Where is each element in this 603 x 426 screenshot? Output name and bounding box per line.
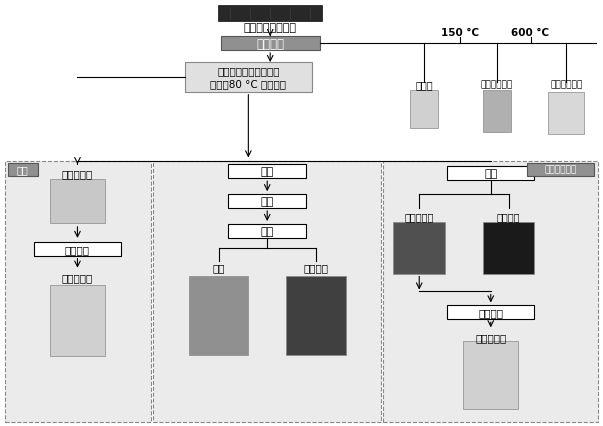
Bar bbox=[447, 306, 534, 320]
Bar bbox=[221, 37, 320, 51]
Bar bbox=[548, 92, 584, 134]
Text: 废旧钴酸锂电极片: 废旧钴酸锂电极片 bbox=[244, 23, 297, 33]
Text: 筛分: 筛分 bbox=[260, 226, 274, 236]
Bar bbox=[229, 195, 306, 209]
Text: 热解处理: 热解处理 bbox=[256, 37, 284, 51]
Bar bbox=[447, 167, 534, 181]
Text: 过滤: 过滤 bbox=[260, 167, 274, 177]
Text: 蒸发结晶: 蒸发结晶 bbox=[478, 308, 504, 318]
Text: 水浸: 水浸 bbox=[17, 165, 29, 175]
Bar bbox=[189, 276, 248, 355]
Text: 干燥: 干燥 bbox=[260, 197, 274, 207]
Text: 热解气体产品: 热解气体产品 bbox=[550, 80, 582, 89]
Bar bbox=[526, 164, 594, 176]
Bar bbox=[384, 162, 598, 422]
Bar bbox=[50, 179, 105, 224]
Bar bbox=[393, 222, 445, 274]
Bar bbox=[483, 222, 534, 274]
Text: 蒸发结晶: 蒸发结晶 bbox=[65, 244, 90, 254]
Bar bbox=[8, 164, 38, 176]
Text: 热解液体产品: 热解液体产品 bbox=[481, 80, 513, 89]
Bar bbox=[218, 6, 323, 22]
Text: 含锂化合物: 含锂化合物 bbox=[62, 273, 93, 283]
Text: 150 °C: 150 °C bbox=[441, 28, 479, 38]
Bar bbox=[229, 165, 306, 179]
Text: 电解液: 电解液 bbox=[415, 80, 433, 89]
Bar bbox=[34, 242, 121, 256]
Text: 无还原剂酸浸: 无还原剂酸浸 bbox=[544, 165, 576, 174]
Bar bbox=[483, 91, 511, 132]
Text: 600 °C: 600 °C bbox=[511, 28, 549, 38]
Bar bbox=[464, 341, 518, 409]
Bar bbox=[5, 162, 151, 422]
Text: 冶金残渣: 冶金残渣 bbox=[497, 211, 520, 222]
Text: 含钴化合物: 含钴化合物 bbox=[475, 332, 507, 343]
Text: 过滤: 过滤 bbox=[484, 169, 497, 179]
Bar bbox=[410, 91, 438, 128]
Bar bbox=[229, 225, 306, 238]
Text: 钴离子溶液: 钴离子溶液 bbox=[405, 211, 434, 222]
Text: 含钴粉体: 含钴粉体 bbox=[303, 263, 329, 273]
Text: 热解正极片放入水中搅
拌，并80 °C 水浴加热: 热解正极片放入水中搅 拌，并80 °C 水浴加热 bbox=[210, 66, 286, 89]
Text: 锂离子溶液: 锂离子溶液 bbox=[62, 169, 93, 179]
Text: 铝箔: 铝箔 bbox=[212, 263, 225, 273]
Bar bbox=[185, 63, 312, 92]
Bar bbox=[50, 285, 105, 356]
Bar bbox=[286, 276, 346, 355]
Bar bbox=[153, 162, 382, 422]
